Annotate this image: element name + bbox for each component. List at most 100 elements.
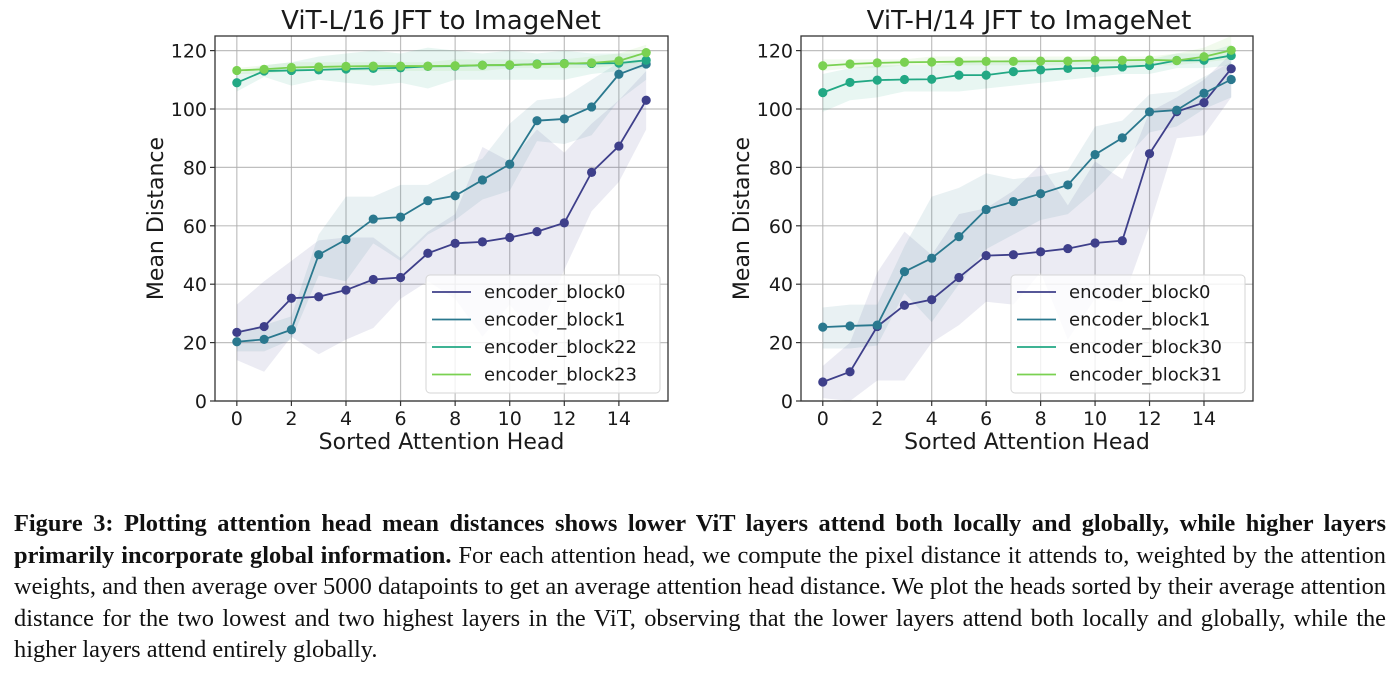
series-line-encoder_block30 xyxy=(822,54,1232,94)
data-point-encoder_block1 xyxy=(314,250,324,260)
chart-title: ViT-H/14 JFT to ImageNet xyxy=(867,6,1192,36)
data-point-encoder_block1 xyxy=(927,253,937,263)
y-tick-label: 20 xyxy=(183,333,207,355)
y-tick-label: 120 xyxy=(757,41,793,63)
data-point-encoder_block30 xyxy=(818,88,828,98)
chart-vit-l16: 0 2 4 6 8 10 12 14 0 20 40 60 80 100 120 ViT-L/16 JFT t… xyxy=(144,6,669,455)
legend-item: encoder_block1 xyxy=(432,310,626,331)
data-point-encoder_block23 xyxy=(232,65,242,76)
data-point-encoder_block1 xyxy=(1063,180,1073,190)
data-point-encoder_block0 xyxy=(314,292,324,302)
data-point-encoder_block0 xyxy=(981,250,991,261)
data-point-encoder_block23 xyxy=(314,62,324,72)
data-point-encoder_block22 xyxy=(232,78,242,88)
series-line-encoder_block0 xyxy=(236,99,647,334)
data-point-encoder_block0 xyxy=(1199,97,1209,108)
legend-label: encoder_block1 xyxy=(1069,310,1211,331)
data-point-encoder_block30 xyxy=(981,70,991,80)
data-point-encoder_block1 xyxy=(559,114,569,124)
data-point-encoder_block0 xyxy=(232,327,242,337)
legend-item: encoder_block22 xyxy=(432,337,637,358)
x-tick-label: 4 xyxy=(926,408,938,430)
x-tick-label: 8 xyxy=(1035,408,1047,430)
y-tick-label: 40 xyxy=(183,274,207,296)
data-point-encoder_block0 xyxy=(845,367,855,377)
data-point-encoder_block23 xyxy=(368,61,378,71)
y-axis-label: Mean Distance xyxy=(144,137,169,300)
data-point-encoder_block0 xyxy=(368,274,378,285)
data-point-encoder_block31 xyxy=(1117,55,1127,65)
data-point-encoder_block1 xyxy=(614,69,624,79)
data-point-encoder_block31 xyxy=(1036,56,1046,66)
x-tick-label: 14 xyxy=(1192,408,1216,430)
data-point-encoder_block1 xyxy=(477,175,488,185)
data-point-encoder_block23 xyxy=(259,64,269,74)
x-tick-label: 8 xyxy=(449,408,461,430)
data-point-encoder_block1 xyxy=(341,234,351,245)
legend-label: encoder_block23 xyxy=(484,365,637,386)
data-point-encoder_block0 xyxy=(395,272,406,283)
legend-label: encoder_block30 xyxy=(1069,337,1222,358)
data-point-encoder_block0 xyxy=(450,238,460,248)
data-point-encoder_block1 xyxy=(423,196,433,206)
axes-frame xyxy=(800,35,1254,402)
series-line-encoder_block31 xyxy=(822,49,1232,67)
data-point-encoder_block1 xyxy=(1090,149,1100,160)
x-axis-label: Sorted Attention Head xyxy=(904,430,1150,455)
data-point-encoder_block31 xyxy=(1226,45,1236,55)
data-point-encoder_block1 xyxy=(845,321,855,331)
legend-label: encoder_block1 xyxy=(484,310,626,331)
confidence-band-encoder_block22 xyxy=(236,47,647,92)
data-point-encoder_block0 xyxy=(532,227,542,237)
legend-label: encoder_block0 xyxy=(1069,282,1211,303)
x-tick-label: 6 xyxy=(980,408,992,430)
data-point-encoder_block0 xyxy=(927,295,937,305)
data-point-encoder_block1 xyxy=(1036,189,1046,199)
data-point-encoder_block0 xyxy=(586,167,597,177)
data-point-encoder_block0 xyxy=(899,300,910,310)
data-point-encoder_block1 xyxy=(818,322,828,332)
y-tick-label: 0 xyxy=(195,391,207,413)
data-point-encoder_block31 xyxy=(1008,56,1018,67)
data-point-encoder_block22 xyxy=(641,55,651,65)
data-point-encoder_block30 xyxy=(954,70,964,80)
axes-frame xyxy=(214,35,669,402)
figure-caption: Figure 3: Plotting attention head mean d… xyxy=(14,508,1386,666)
data-point-encoder_block23 xyxy=(477,60,488,70)
x-tick-label: 0 xyxy=(231,408,243,430)
y-tick-label: 120 xyxy=(171,41,207,63)
data-point-encoder_block0 xyxy=(1226,64,1236,74)
series-line-encoder_block1 xyxy=(236,63,647,343)
data-point-encoder_block31 xyxy=(818,61,828,71)
legend-label: encoder_block0 xyxy=(484,282,626,303)
x-tick-label: 2 xyxy=(285,408,297,430)
data-point-encoder_block0 xyxy=(286,293,297,303)
data-point-encoder_block1 xyxy=(259,334,269,344)
data-point-encoder_block31 xyxy=(845,59,855,69)
data-point-encoder_block1 xyxy=(395,212,406,222)
data-point-encoder_block1 xyxy=(1117,133,1127,143)
data-point-encoder_block0 xyxy=(423,248,433,258)
data-point-encoder_block1 xyxy=(532,116,542,126)
data-point-encoder_block0 xyxy=(477,237,488,247)
x-tick-label: 10 xyxy=(1083,408,1107,430)
data-point-encoder_block31 xyxy=(927,57,937,67)
data-point-encoder_block1 xyxy=(286,325,297,335)
caption-label: Figure 3: xyxy=(14,510,114,537)
data-point-encoder_block23 xyxy=(286,62,297,73)
y-tick-label: 80 xyxy=(183,157,207,179)
y-tick-label: 40 xyxy=(769,274,793,296)
data-point-encoder_block0 xyxy=(1008,250,1018,260)
data-point-encoder_block23 xyxy=(395,61,406,71)
confidence-band-encoder_block0 xyxy=(822,53,1232,402)
y-tick-label: 60 xyxy=(183,216,207,238)
legend-item: encoder_block23 xyxy=(432,365,637,386)
data-point-encoder_block0 xyxy=(559,218,569,228)
y-tick-label: 100 xyxy=(171,99,207,121)
data-point-encoder_block0 xyxy=(954,272,964,283)
data-point-encoder_block30 xyxy=(1036,65,1046,75)
data-point-encoder_block0 xyxy=(614,141,624,151)
data-point-encoder_block0 xyxy=(341,285,351,295)
series-line-encoder_block1 xyxy=(822,78,1232,329)
data-point-encoder_block0 xyxy=(259,321,269,332)
